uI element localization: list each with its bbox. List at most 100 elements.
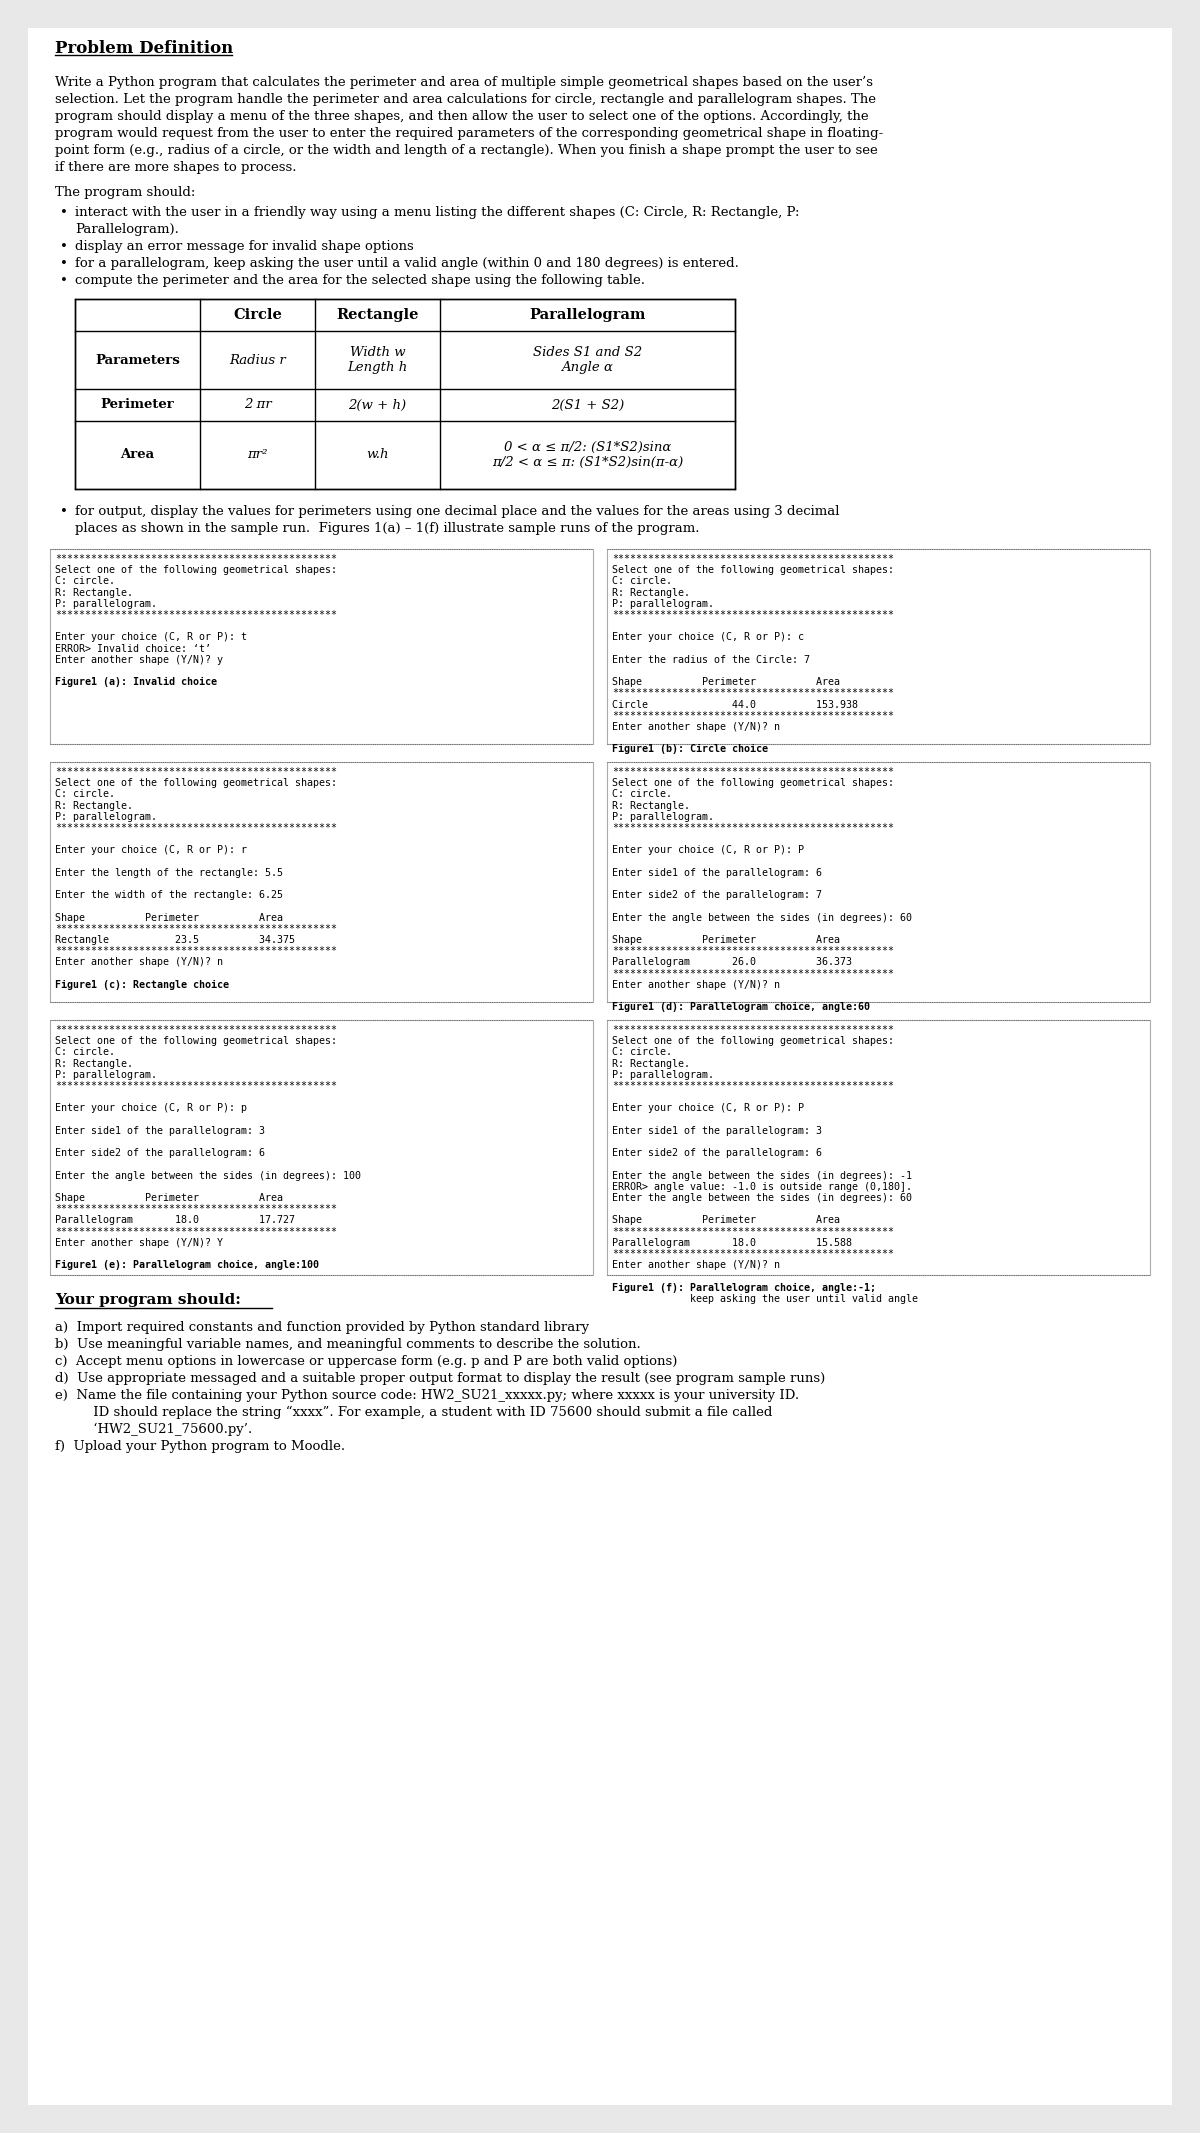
Text: compute the perimeter and the area for the selected shape using the following ta: compute the perimeter and the area for t…: [74, 273, 646, 288]
Text: 2 πr: 2 πr: [244, 399, 271, 412]
Text: R: Rectangle.: R: Rectangle.: [612, 587, 690, 597]
Text: Figure1 (a): Invalid choice: Figure1 (a): Invalid choice: [55, 676, 217, 687]
Text: Enter another shape (Y/N)? n: Enter another shape (Y/N)? n: [55, 958, 223, 968]
Text: Write a Python program that calculates the perimeter and area of multiple simple: Write a Python program that calculates t…: [55, 77, 874, 90]
Text: Select one of the following geometrical shapes:: Select one of the following geometrical …: [612, 1037, 894, 1045]
Text: Enter side1 of the parallelogram: 3: Enter side1 of the parallelogram: 3: [55, 1126, 265, 1135]
Text: ***********************************************: ****************************************…: [612, 1226, 894, 1237]
Text: Enter another shape (Y/N)? n: Enter another shape (Y/N)? n: [612, 979, 780, 990]
Text: •: •: [60, 241, 68, 254]
Text: ***********************************************: ****************************************…: [55, 768, 337, 776]
Text: Parallelogram       18.0          17.727: Parallelogram 18.0 17.727: [55, 1216, 295, 1224]
Text: Select one of the following geometrical shapes:: Select one of the following geometrical …: [612, 779, 894, 789]
Text: Parallelogram: Parallelogram: [529, 307, 646, 322]
Text: ***********************************************: ****************************************…: [612, 689, 894, 697]
Text: ***********************************************: ****************************************…: [612, 968, 894, 979]
Text: Enter your choice (C, R or P): t: Enter your choice (C, R or P): t: [55, 631, 247, 642]
Text: Enter the angle between the sides (in degrees): 100: Enter the angle between the sides (in de…: [55, 1171, 361, 1180]
Text: P: parallelogram.: P: parallelogram.: [612, 1071, 714, 1079]
Text: ***********************************************: ****************************************…: [612, 1250, 894, 1258]
Text: ***********************************************: ****************************************…: [55, 1226, 337, 1237]
Text: Figure1 (d): Parallelogram choice, angle:60: Figure1 (d): Parallelogram choice, angle…: [612, 1003, 870, 1013]
Text: Circle: Circle: [233, 307, 282, 322]
Text: ***********************************************: ****************************************…: [55, 1205, 337, 1214]
FancyBboxPatch shape: [607, 761, 1150, 1003]
Text: ‘HW2_SU21_75600.py’.: ‘HW2_SU21_75600.py’.: [72, 1423, 252, 1436]
Text: places as shown in the sample run.  Figures 1(a) – 1(f) illustrate sample runs o: places as shown in the sample run. Figur…: [74, 523, 700, 535]
Text: Select one of the following geometrical shapes:: Select one of the following geometrical …: [612, 565, 894, 576]
Text: display an error message for invalid shape options: display an error message for invalid sha…: [74, 241, 414, 254]
Text: •: •: [60, 256, 68, 271]
Text: Enter your choice (C, R or P): p: Enter your choice (C, R or P): p: [55, 1103, 247, 1113]
FancyBboxPatch shape: [74, 299, 734, 488]
Text: Rectangle           23.5          34.375: Rectangle 23.5 34.375: [55, 934, 295, 945]
Text: P: parallelogram.: P: parallelogram.: [55, 599, 157, 608]
Text: keep asking the user until valid angle: keep asking the user until valid angle: [612, 1295, 918, 1303]
Text: Select one of the following geometrical shapes:: Select one of the following geometrical …: [55, 565, 337, 576]
Text: ***********************************************: ****************************************…: [55, 947, 337, 956]
FancyBboxPatch shape: [607, 1020, 1150, 1276]
Text: ERROR> angle value: -1.0 is outside range (0,180].: ERROR> angle value: -1.0 is outside rang…: [612, 1182, 912, 1192]
Text: Radius r: Radius r: [229, 354, 286, 367]
Text: ***********************************************: ****************************************…: [612, 768, 894, 776]
Text: Enter the angle between the sides (in degrees): 60: Enter the angle between the sides (in de…: [612, 1192, 912, 1203]
Text: R: Rectangle.: R: Rectangle.: [612, 1058, 690, 1069]
Text: ***********************************************: ****************************************…: [612, 1026, 894, 1035]
Text: Enter side1 of the parallelogram: 6: Enter side1 of the parallelogram: 6: [612, 868, 822, 879]
Text: Enter side1 of the parallelogram: 3: Enter side1 of the parallelogram: 3: [612, 1126, 822, 1135]
FancyBboxPatch shape: [50, 1020, 593, 1276]
Text: Your program should:: Your program should:: [55, 1293, 241, 1308]
Text: Rectangle: Rectangle: [336, 307, 419, 322]
Text: program would request from the user to enter the required parameters of the corr: program would request from the user to e…: [55, 128, 883, 141]
Text: ***********************************************: ****************************************…: [55, 1081, 337, 1090]
Text: ***********************************************: ****************************************…: [612, 1081, 894, 1090]
Text: Figure1 (f): Parallelogram choice, angle:-1;: Figure1 (f): Parallelogram choice, angle…: [612, 1282, 876, 1293]
Text: Shape          Perimeter          Area: Shape Perimeter Area: [55, 913, 283, 924]
Text: •: •: [60, 506, 68, 518]
Text: Enter the width of the rectangle: 6.25: Enter the width of the rectangle: 6.25: [55, 889, 283, 900]
Text: •: •: [60, 273, 68, 288]
Text: Parameters: Parameters: [95, 354, 180, 367]
Text: Problem Definition: Problem Definition: [55, 41, 233, 58]
Text: f)  Upload your Python program to Moodle.: f) Upload your Python program to Moodle.: [55, 1440, 346, 1453]
Text: b)  Use meaningful variable names, and meaningful comments to describe the solut: b) Use meaningful variable names, and me…: [55, 1337, 641, 1350]
Text: point form (e.g., radius of a circle, or the width and length of a rectangle). W: point form (e.g., radius of a circle, or…: [55, 145, 877, 158]
FancyBboxPatch shape: [50, 548, 593, 744]
Text: for output, display the values for perimeters using one decimal place and the va: for output, display the values for perim…: [74, 506, 840, 518]
Text: ID should replace the string “xxxx”. For example, a student with ID 75600 should: ID should replace the string “xxxx”. For…: [72, 1406, 773, 1418]
Text: for a parallelogram, keep asking the user until a valid angle (within 0 and 180 : for a parallelogram, keep asking the use…: [74, 256, 739, 271]
Text: C: circle.: C: circle.: [612, 1047, 672, 1058]
Text: 0 < α ≤ π/2: (S1*S2)sinα: 0 < α ≤ π/2: (S1*S2)sinα: [504, 442, 671, 454]
Text: Enter another shape (Y/N)? y: Enter another shape (Y/N)? y: [55, 655, 223, 665]
Text: Shape          Perimeter          Area: Shape Perimeter Area: [612, 676, 840, 687]
Text: Enter your choice (C, R or P): c: Enter your choice (C, R or P): c: [612, 631, 804, 642]
Text: Parallelogram).: Parallelogram).: [74, 224, 179, 237]
Text: ***********************************************: ****************************************…: [55, 555, 337, 563]
Text: interact with the user in a friendly way using a menu listing the different shap: interact with the user in a friendly way…: [74, 207, 799, 220]
Text: e)  Name the file containing your Python source code: HW2_SU21_xxxxx.py; where x: e) Name the file containing your Python …: [55, 1389, 799, 1401]
Text: Parallelogram       18.0          15.588: Parallelogram 18.0 15.588: [612, 1237, 852, 1248]
Text: ***********************************************: ****************************************…: [612, 823, 894, 834]
Text: R: Rectangle.: R: Rectangle.: [55, 587, 133, 597]
Text: Figure1 (b): Circle choice: Figure1 (b): Circle choice: [612, 744, 768, 755]
FancyBboxPatch shape: [50, 761, 593, 1003]
Text: Circle              44.0          153.938: Circle 44.0 153.938: [612, 700, 858, 710]
FancyBboxPatch shape: [607, 548, 1150, 744]
Text: πr²: πr²: [247, 448, 268, 461]
Text: Length h: Length h: [347, 360, 408, 373]
Text: Enter side2 of the parallelogram: 6: Enter side2 of the parallelogram: 6: [612, 1148, 822, 1158]
Text: w.h: w.h: [366, 448, 389, 461]
Text: program should display a menu of the three shapes, and then allow the user to se: program should display a menu of the thr…: [55, 111, 869, 124]
Text: 2(S1 + S2): 2(S1 + S2): [551, 399, 624, 412]
Text: π/2 < α ≤ π: (S1*S2)sin(π-α): π/2 < α ≤ π: (S1*S2)sin(π-α): [492, 456, 683, 469]
Text: Perimeter: Perimeter: [101, 399, 174, 412]
Text: Parallelogram       26.0          36.373: Parallelogram 26.0 36.373: [612, 958, 852, 968]
Text: Enter side2 of the parallelogram: 7: Enter side2 of the parallelogram: 7: [612, 889, 822, 900]
Text: The program should:: The program should:: [55, 186, 196, 198]
Text: Figure1 (e): Parallelogram choice, angle:100: Figure1 (e): Parallelogram choice, angle…: [55, 1261, 319, 1271]
Text: C: circle.: C: circle.: [612, 789, 672, 800]
Text: Sides S1 and S2: Sides S1 and S2: [533, 346, 642, 358]
Text: Shape          Perimeter          Area: Shape Perimeter Area: [612, 1216, 840, 1224]
Text: Enter the length of the rectangle: 5.5: Enter the length of the rectangle: 5.5: [55, 868, 283, 879]
Text: R: Rectangle.: R: Rectangle.: [55, 1058, 133, 1069]
